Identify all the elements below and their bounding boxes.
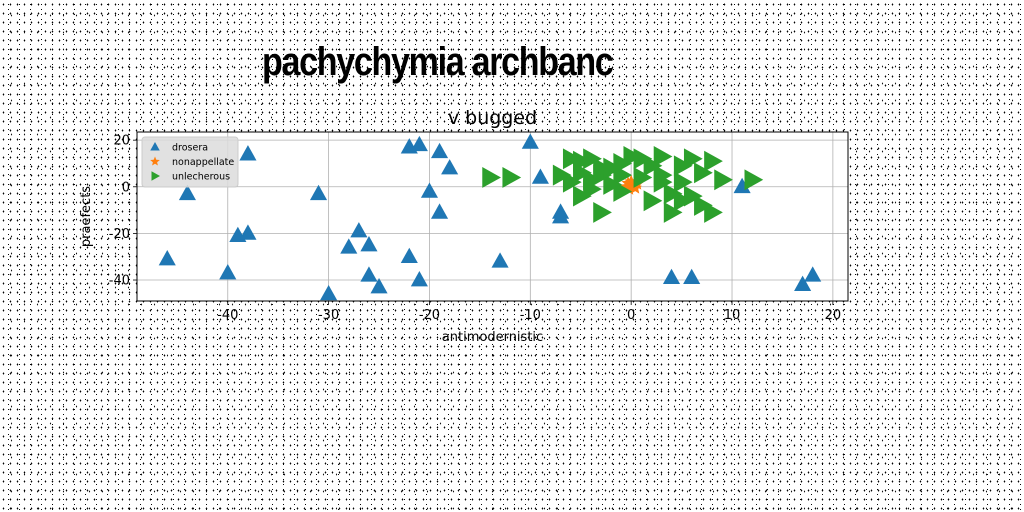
point-unlecherous (663, 201, 683, 223)
point-unlecherous (683, 148, 703, 170)
x-tick-label: -20 (419, 308, 440, 323)
y-tick-label: 20 (113, 134, 130, 149)
point-drosera (340, 238, 358, 254)
legend-label: nonappellate (172, 157, 234, 168)
point-unlecherous (613, 153, 633, 174)
point-unlecherous (694, 162, 713, 184)
legend-label: drosera (172, 143, 208, 154)
point-unlecherous (623, 146, 643, 167)
x-tick-label: 10 (724, 308, 741, 323)
y-tick-label: -20 (109, 227, 130, 242)
legend-marker-nonappellate (150, 156, 160, 166)
chart-title: v bugged (448, 107, 537, 129)
point-drosera (410, 271, 428, 287)
point-drosera (683, 268, 701, 284)
legend-label: unlecherous (172, 172, 230, 183)
point-drosera (309, 184, 328, 201)
point-drosera (320, 285, 338, 301)
point-unlecherous (633, 167, 653, 188)
point-drosera (239, 224, 257, 240)
point-drosera (552, 208, 570, 224)
point-drosera (350, 222, 368, 238)
point-unlecherous (673, 171, 693, 193)
point-unlecherous (704, 150, 723, 172)
point-drosera (400, 247, 418, 264)
point-unlecherous (714, 169, 733, 191)
point-unlecherous (562, 171, 582, 193)
point-unlecherous (673, 190, 693, 212)
point-unlecherous (603, 173, 622, 195)
point-unlecherous (653, 171, 673, 193)
legend-marker-unlecherous (151, 171, 160, 181)
point-drosera (804, 266, 822, 282)
point-drosera (491, 252, 509, 268)
x-tick-label: -10 (520, 308, 541, 323)
x-tick-label: -30 (318, 308, 339, 323)
point-drosera (178, 184, 196, 201)
point-drosera (441, 159, 459, 175)
point-unlecherous (694, 194, 713, 216)
point-unlecherous (613, 180, 633, 202)
point-drosera (360, 236, 378, 252)
point-unlecherous (593, 201, 612, 223)
points-layer (158, 133, 822, 301)
legend: drosera nonappellate unlecherous (141, 136, 239, 188)
point-drosera (431, 142, 449, 159)
point-unlecherous (562, 148, 582, 170)
point-unlecherous (673, 155, 693, 177)
point-unlecherous (663, 183, 683, 205)
point-unlecherous (633, 148, 653, 170)
point-drosera (360, 266, 378, 282)
point-drosera (794, 275, 812, 291)
ticks-layer: -40 -30 -20 -10 0 10 20 -40 -20 0 20 (109, 134, 841, 323)
point-drosera (662, 268, 681, 284)
point-drosera (219, 264, 237, 280)
point-unlecherous (704, 201, 723, 223)
point-unlecherous (593, 164, 612, 186)
point-unlecherous (573, 185, 592, 207)
point-unlecherous (573, 150, 592, 172)
point-drosera (521, 133, 539, 149)
point-drosera (410, 135, 428, 152)
point-drosera (733, 177, 751, 194)
x-tick-label: 0 (627, 308, 635, 323)
point-drosera (239, 145, 257, 161)
point-drosera (370, 278, 388, 294)
point-unlecherous (583, 148, 602, 170)
plot-frame (136, 131, 849, 302)
x-tick-label: -40 (217, 308, 238, 323)
legend-marker-drosera (150, 142, 160, 151)
banner-title: pachychymia archbanc (262, 40, 614, 84)
point-drosera (158, 250, 176, 266)
point-unlecherous (744, 169, 764, 191)
point-unlecherous (643, 155, 663, 177)
x-axis-label: antimodernistic (442, 330, 543, 345)
y-axis-label: praefects (79, 186, 94, 247)
point-drosera (420, 182, 439, 198)
point-drosera (431, 203, 449, 219)
y-tick-label: 0 (122, 180, 130, 195)
point-unlecherous (502, 167, 522, 188)
x-tick-label: 20 (825, 308, 842, 323)
point-unlecherous (643, 190, 663, 212)
point-drosera (531, 168, 549, 184)
y-tick-label: -40 (109, 274, 130, 289)
legend-box (141, 136, 239, 188)
point-unlecherous (603, 157, 622, 179)
point-unlecherous (653, 146, 673, 167)
point-unlecherous (482, 167, 501, 188)
point-unlecherous (552, 164, 572, 186)
